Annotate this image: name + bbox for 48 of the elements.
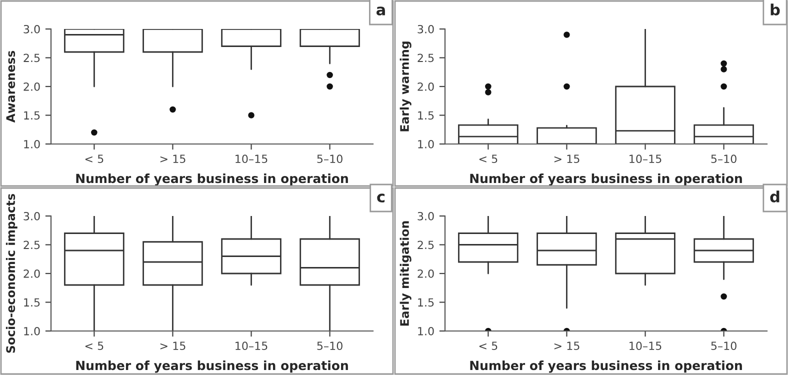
y-tick-label: 3.0 <box>418 24 434 34</box>
x-tick-label: > 15 <box>160 342 186 350</box>
x-axis-title: Number of years business in operation <box>470 174 742 186</box>
x-tick-label: < 5 <box>479 342 498 350</box>
y-tick-label: 2.5 <box>418 54 434 62</box>
y-axis-title: Awareness <box>6 50 16 123</box>
y-tick-label: 2.5 <box>24 240 40 250</box>
x-tick-label: 10–15 <box>630 154 662 164</box>
y-tick-label: 2.0 <box>418 269 434 278</box>
text: a <box>376 6 385 16</box>
y-tick-label: 2.0 <box>418 82 434 91</box>
x-tick-label: 5–10 <box>317 154 342 164</box>
x-tick-label: 10–15 <box>236 154 268 164</box>
x-tick-label: > 15 <box>554 342 580 350</box>
y-tick-label: 1.5 <box>418 298 434 307</box>
text: d <box>770 190 780 202</box>
y-tick-label: 1.5 <box>24 298 40 307</box>
text: c <box>377 194 385 202</box>
x-tick-label: > 15 <box>554 154 580 164</box>
y-tick-label: 1.0 <box>24 140 40 148</box>
y-tick-label: 2.0 <box>24 82 40 91</box>
y-tick-label: 1.5 <box>24 111 40 120</box>
x-axis-title: Number of years business in operation <box>470 360 742 373</box>
y-tick-label: 2.0 <box>24 269 40 278</box>
y-tick-label: 3.0 <box>24 212 40 220</box>
x-tick-label: 5–10 <box>711 154 736 164</box>
y-tick-label: 2.5 <box>418 240 434 250</box>
x-tick-label: 5–10 <box>317 342 342 350</box>
y-axis-title: Early warning <box>400 42 412 132</box>
x-tick-label: > 15 <box>160 154 186 164</box>
y-tick-label: 1.0 <box>24 326 40 336</box>
x-tick-label: < 5 <box>85 342 104 350</box>
x-tick-label: < 5 <box>85 154 104 164</box>
x-axis-title: Number of years business in operation <box>76 360 348 373</box>
y-axis-title: Socio-economic impacts <box>6 194 18 353</box>
x-tick-label: 10–15 <box>236 342 268 350</box>
x-tick-label: 10–15 <box>630 342 662 350</box>
y-axis-title: Early mitigation <box>400 221 412 326</box>
y-tick-label: 1.0 <box>418 326 434 336</box>
x-tick-label: 5–10 <box>711 342 736 350</box>
y-tick-label: 3.0 <box>418 212 434 220</box>
y-tick-label: 1.0 <box>418 140 434 148</box>
x-axis-title: Number of years business in operation <box>76 174 348 186</box>
y-tick-label: 1.5 <box>418 111 434 120</box>
y-tick-label: 2.5 <box>24 54 40 62</box>
y-tick-label: 3.0 <box>24 24 40 34</box>
text: b <box>770 4 780 16</box>
x-tick-label: < 5 <box>479 154 498 164</box>
